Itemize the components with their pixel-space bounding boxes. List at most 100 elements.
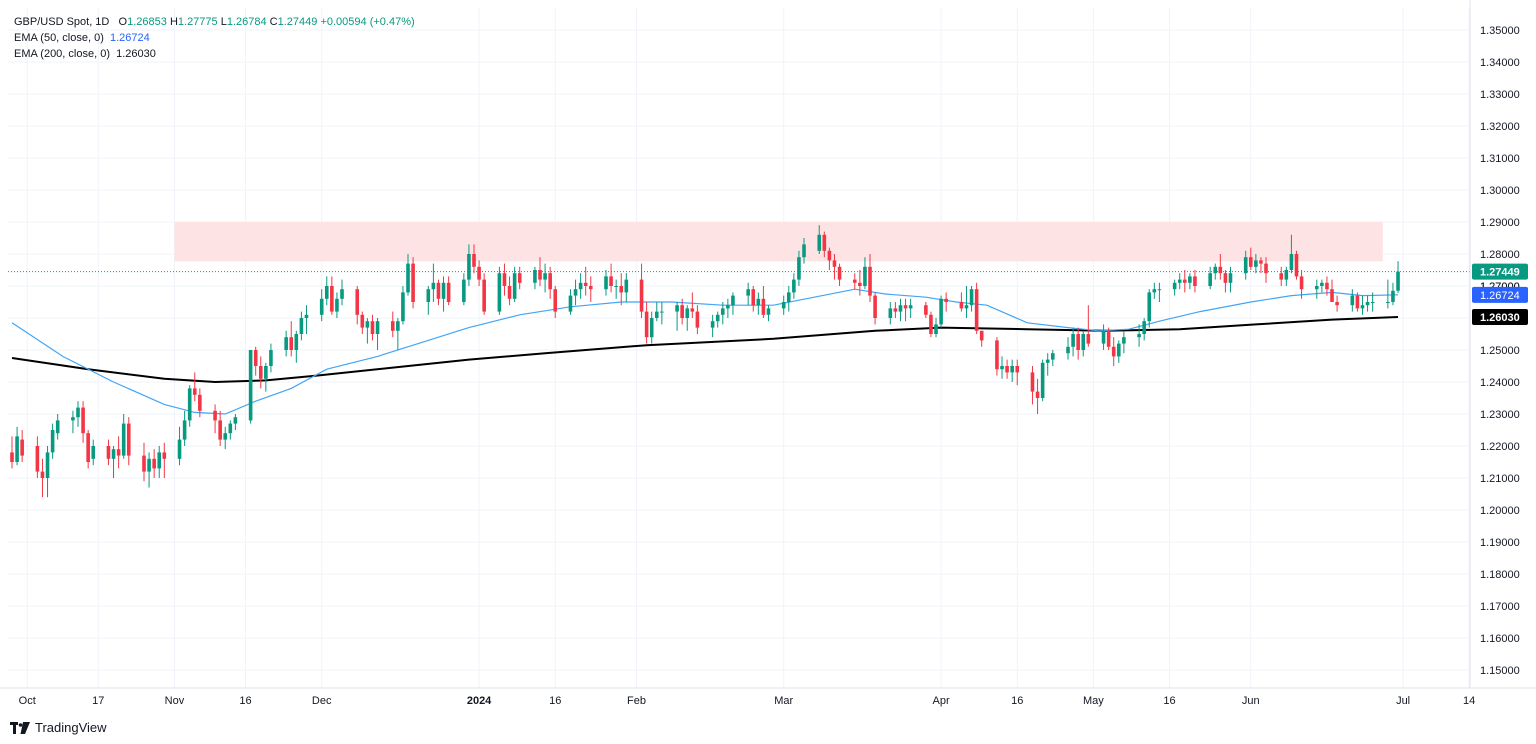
candle-body (1360, 305, 1365, 309)
candle-up (675, 302, 679, 331)
candle-body (649, 318, 654, 338)
open-label: O (118, 16, 128, 28)
candle-down (1015, 359, 1020, 386)
candle-up (1365, 295, 1370, 312)
candle-up (1000, 356, 1004, 379)
candle-up (939, 295, 943, 328)
candle-down (35, 436, 40, 478)
candle-body (264, 366, 268, 379)
price-tick-label: 1.18000 (1480, 569, 1520, 581)
candle-body (1010, 366, 1014, 373)
candle-body (863, 266, 867, 286)
price-tick-label: 1.25000 (1480, 345, 1520, 357)
price-tick-label: 1.34000 (1480, 57, 1520, 69)
candle-up (248, 350, 253, 424)
candle-up (710, 314, 715, 338)
candle-body (365, 321, 370, 328)
price-tick-label: 1.17000 (1480, 601, 1520, 613)
candle-body (1177, 279, 1182, 283)
candle-body (335, 298, 339, 312)
candle-body (797, 257, 801, 280)
candle-down (218, 410, 222, 446)
price-badge-text: 1.27449 (1480, 267, 1520, 279)
candle-down (1248, 247, 1253, 270)
candle-body (233, 417, 238, 424)
ema200-label[interactable]: EMA (200, close, 0) (14, 48, 110, 60)
candle-down (1223, 270, 1228, 293)
candle-body (1330, 289, 1334, 302)
price-tick-label: 1.33000 (1480, 89, 1520, 101)
candle-down (619, 273, 624, 306)
candle-up (614, 279, 618, 299)
candle-up (319, 289, 324, 322)
candle-body (1040, 362, 1045, 398)
candle-up (294, 330, 299, 363)
candle-body (1142, 321, 1146, 334)
candle-body (462, 279, 466, 302)
candle-down (609, 263, 613, 293)
candle-up (908, 298, 913, 318)
candle-down (690, 292, 695, 318)
candle-body (837, 266, 842, 280)
candle-up (375, 318, 380, 350)
candle-body (1086, 334, 1091, 344)
time-tick-label: Jul (1396, 695, 1410, 707)
legend-symbol-row: GBP/USD Spot, 1D O1.26853 H1.27775 L1.26… (14, 14, 415, 30)
candle-body (304, 314, 309, 318)
candle-down (1264, 257, 1268, 283)
candle-body (715, 314, 720, 322)
candle-up (1045, 353, 1050, 376)
candle-body (228, 423, 233, 434)
legend-ema200-row: EMA (200, close, 0) 1.26030 (14, 46, 415, 62)
candle-body (324, 286, 329, 299)
candle-down (822, 231, 827, 258)
ema50-label[interactable]: EMA (50, close, 0) (14, 32, 104, 44)
candle-body (934, 324, 938, 334)
candle-body (893, 308, 898, 312)
candle-body (761, 298, 766, 315)
price-badge-last: 1.27449 (1472, 263, 1528, 280)
candle-up (177, 426, 182, 466)
candle-up (1050, 350, 1055, 366)
candle-up (1137, 324, 1141, 347)
candle-body (340, 289, 344, 299)
candle-body (258, 366, 263, 379)
candle-body (1218, 266, 1223, 274)
candle-body (944, 298, 948, 302)
candle-body (482, 279, 486, 312)
price-tick-label: 1.24000 (1480, 377, 1520, 389)
ema200-line (11, 316, 1399, 384)
candle-body (979, 330, 984, 341)
candle-down (827, 247, 832, 270)
candle-down (142, 442, 146, 482)
candle-up (15, 426, 19, 466)
candle-up (1177, 273, 1182, 290)
candle-body (477, 266, 481, 280)
candle-body (690, 308, 695, 312)
price-axis[interactable]: 1.35000 1.34000 1.33000 1.32000 1.31000 1.300… (1480, 25, 1520, 677)
candle-body (467, 254, 471, 280)
candle-body (213, 410, 217, 421)
time-axis[interactable]: Oct 17 Nov 16 Dec 2024 16 Feb Mar Apr 16 May 16 Jun Ju… (19, 695, 1476, 707)
candle-body (756, 298, 761, 306)
candle-up (406, 254, 410, 296)
candle-body (269, 350, 273, 366)
symbol-title[interactable]: GBP/USD Spot, 1D (14, 16, 110, 28)
candle-body (1294, 254, 1299, 277)
time-tick-label: May (1083, 695, 1104, 707)
candle-body (45, 452, 50, 478)
candle-body (827, 250, 832, 261)
time-tick-label: 2024 (467, 695, 492, 707)
candle-down (924, 302, 928, 318)
candle-up (71, 410, 75, 434)
candle-body (903, 305, 908, 309)
candle-down (1294, 250, 1299, 280)
candle-body (1314, 286, 1319, 290)
candle-up (1391, 282, 1395, 306)
candle-down (979, 330, 984, 347)
candle-down (213, 404, 217, 434)
tradingview-brand[interactable]: TradingView (10, 720, 107, 735)
candle-down (644, 302, 649, 344)
price-badge-bg (1472, 286, 1528, 303)
